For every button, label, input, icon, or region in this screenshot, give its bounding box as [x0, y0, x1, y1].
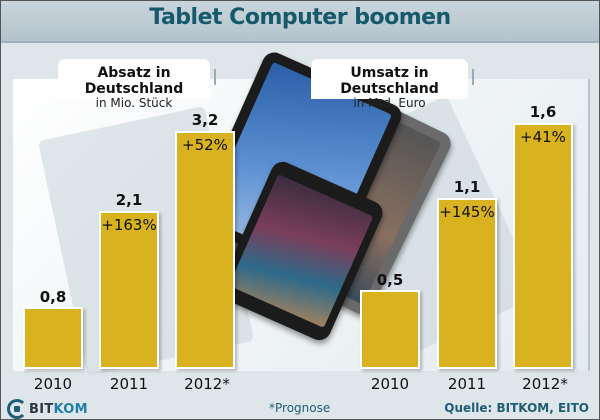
bar-change: +41% — [520, 128, 566, 146]
year-label: 2011 — [109, 375, 149, 393]
bitkom-logo: BITKOM — [7, 399, 88, 419]
right-chart-unit: in Mrd. Euro — [353, 96, 426, 110]
year-label: 2012* — [522, 375, 568, 393]
title-bar: Tablet Computer boomen — [1, 1, 599, 43]
year-label: 2010 — [33, 375, 73, 393]
left-chart-header: Absatz in Deutschland in Mio. Stück — [58, 59, 216, 110]
bar-2012-absatz: +52% — [175, 131, 235, 369]
forecast-note: *Prognose — [269, 401, 331, 415]
bar-value: 2,1 — [115, 191, 143, 209]
bar-value: 3,2 — [191, 111, 219, 129]
bar-value: 1,6 — [529, 103, 557, 121]
bitkom-logo-icon — [7, 399, 27, 419]
bar-2010-absatz — [23, 307, 83, 369]
logo-suffix: KOM — [53, 401, 88, 417]
bar-2011-umsatz: +145% — [437, 198, 497, 369]
year-label: 2012* — [184, 375, 230, 393]
right-chart-header: Umsatz in Deutschland in Mrd. Euro — [311, 59, 474, 110]
bar-change: +163% — [101, 216, 157, 234]
bar-value: 1,1 — [453, 178, 481, 196]
year-label: 2010 — [370, 375, 410, 393]
bar-2012-umsatz: +41% — [513, 123, 573, 369]
bar-2011-absatz: +163% — [99, 211, 159, 369]
source-note: Quelle: BITKOM, EITO — [444, 401, 589, 415]
left-chart-unit: in Mio. Stück — [95, 96, 173, 110]
bar-change: +145% — [439, 203, 495, 221]
right-chart-heading: Umsatz in Deutschland — [340, 65, 439, 97]
bar-value: 0,8 — [39, 288, 67, 306]
bar-value: 0,5 — [376, 271, 404, 289]
year-label: 2011 — [447, 375, 487, 393]
bar-2010-umsatz — [360, 290, 420, 369]
chart-title: Tablet Computer boomen — [149, 5, 451, 30]
logo-prefix: BIT — [29, 401, 54, 417]
bar-change: +52% — [182, 136, 228, 154]
left-chart-heading: Absatz in Deutschland — [84, 65, 184, 97]
